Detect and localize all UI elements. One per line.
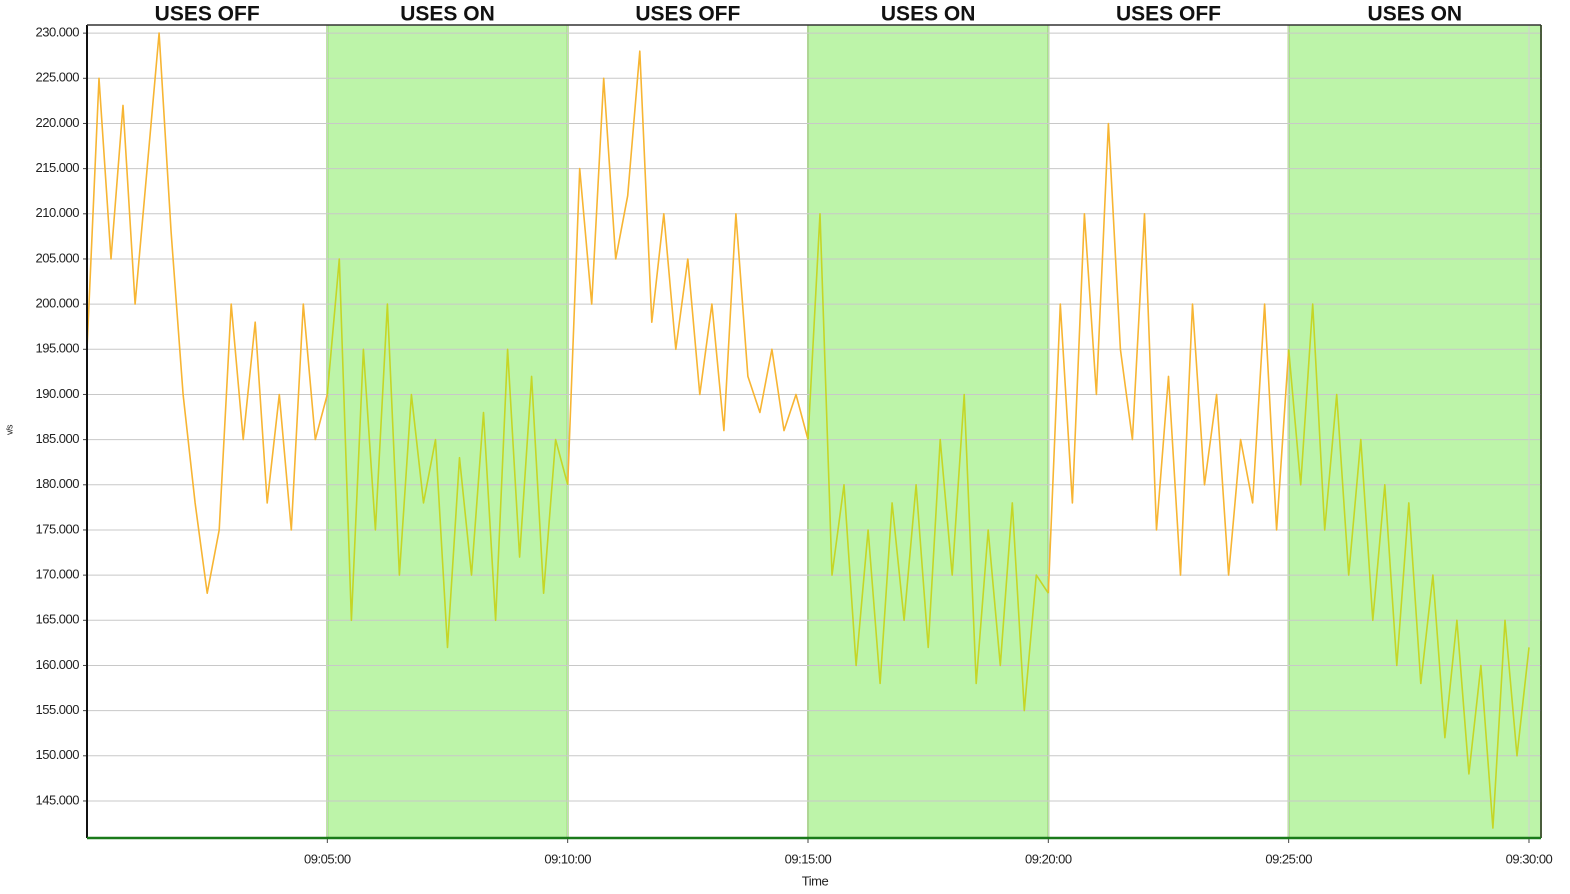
region-band: [327, 25, 568, 838]
x-tick-label: 09:20:00: [1025, 851, 1072, 866]
region-label: USES ON: [881, 3, 976, 26]
x-axis-label: Time: [802, 873, 829, 888]
y-tick-label: 150.000: [36, 747, 80, 762]
x-tick-label: 09:25:00: [1265, 851, 1312, 866]
region-label: USES ON: [1368, 3, 1463, 26]
y-axis-label: v/s: [4, 424, 14, 435]
y-tick-label: 225.000: [36, 70, 80, 85]
region-label: USES OFF: [1116, 3, 1221, 26]
region-band: [1288, 25, 1541, 838]
y-tick-label: 190.000: [36, 386, 80, 401]
y-tick-label: 165.000: [36, 612, 80, 627]
y-tick-label: 155.000: [36, 702, 80, 717]
y-tick-label: 170.000: [36, 567, 80, 582]
y-tick-label: 230.000: [36, 25, 80, 40]
region-label: USES ON: [400, 3, 495, 26]
y-tick-label: 185.000: [36, 431, 80, 446]
region-label: USES OFF: [155, 3, 260, 26]
region-band: [807, 25, 1049, 838]
y-tick-label: 180.000: [36, 476, 80, 491]
data-line: [86, 32, 1290, 594]
x-tick-label: 09:05:00: [304, 851, 351, 866]
x-tick-label: 09:10:00: [544, 851, 591, 866]
x-tick-label: 09:15:00: [785, 851, 832, 866]
y-tick-label: 200.000: [36, 296, 80, 311]
y-tick-label: 145.000: [36, 792, 80, 807]
y-tick-label: 175.000: [36, 521, 80, 536]
x-tick-label: 09:30:00: [1506, 851, 1553, 866]
y-tick-label: 220.000: [36, 115, 80, 130]
y-tick-label: 160.000: [36, 657, 80, 672]
y-tick-label: 195.000: [36, 341, 80, 356]
region-label: USES OFF: [635, 3, 740, 26]
data-line: [326, 213, 1530, 829]
y-tick-label: 210.000: [36, 205, 80, 220]
y-tick-label: 205.000: [36, 250, 80, 265]
y-tick-label: 215.000: [36, 160, 80, 175]
